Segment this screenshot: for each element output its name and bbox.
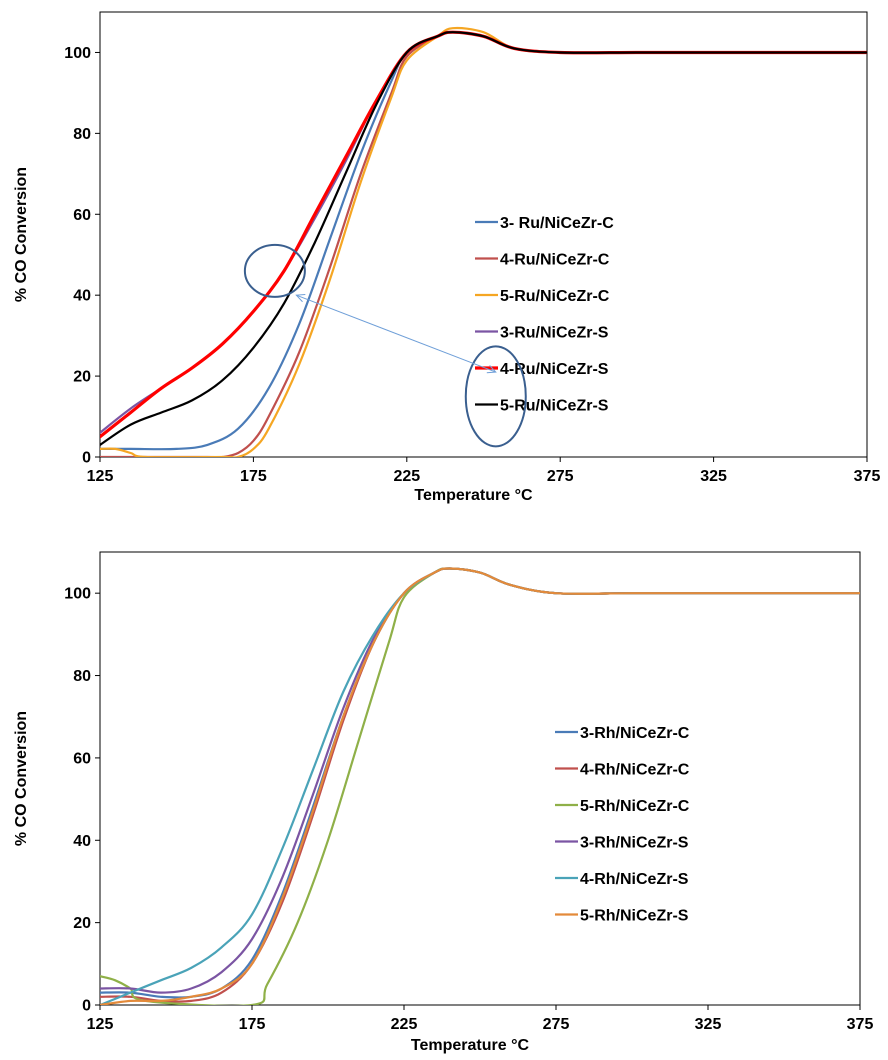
rh-x-tick-label: 125: [87, 1016, 114, 1033]
ru-y-tick-label: 0: [82, 450, 91, 467]
rh-x-axis-title: Temperature °C: [411, 1037, 530, 1054]
ru-x-tick-label: 375: [854, 468, 881, 485]
ru-legend-label: 5-Ru/NiCeZr-C: [500, 288, 610, 305]
rh-legend-label: 5-Rh/NiCeZr-S: [580, 908, 689, 925]
chart-ru-svg: 0 20 40 60 80 100 125 175 225 275 325 375 Temperatur…: [13, 11, 881, 504]
ru-series-line-6: [100, 31, 867, 446]
chart-rh-svg: 0 20 40 60 80 100 125 175 225 275 325 375 Temperatur…: [13, 551, 874, 1054]
ru-x-tick-label: 125: [87, 468, 114, 485]
ru-series-line-4: [100, 31, 867, 434]
ru-legend-label: 4-Ru/NiCeZr-S: [500, 361, 609, 378]
rh-y-tick-label: 20: [73, 915, 91, 932]
rh-y-tick-label: 100: [64, 586, 91, 603]
ru-y-tick-label: 80: [73, 126, 91, 143]
ru-annotation-arrow-tail: [486, 365, 497, 374]
rh-x-tick-label: 275: [543, 1016, 570, 1033]
ru-legend-label: 4-Ru/NiCeZr-C: [500, 252, 610, 269]
ru-legend-label: 3-Ru/NiCeZr-S: [500, 325, 609, 342]
ru-y-tick-label: 100: [64, 45, 91, 62]
rh-x-tick-label: 375: [847, 1016, 874, 1033]
rh-y-tick-label: 60: [73, 750, 91, 767]
ru-series-line-2: [100, 31, 867, 457]
chart-rh: 0 20 40 60 80 100 125 175 225 275 325 375 Temperatur…: [0, 530, 888, 1060]
ru-annotation-arrow-head: [295, 293, 306, 303]
chart-ru: 0 20 40 60 80 100 125 175 225 275 325 375 Temperatur…: [13, 11, 881, 504]
rh-legend-label: 5-Rh/NiCeZr-C: [580, 798, 690, 815]
ru-y-tick-label: 40: [73, 288, 91, 305]
ru-annotation-ellipse: [464, 345, 527, 448]
ru-annotation-ellipse: [243, 243, 306, 298]
rh-legend-label: 3-Rh/NiCeZr-S: [580, 835, 689, 852]
ru-legend-label: 5-Ru/NiCeZr-S: [500, 398, 609, 415]
ru-y-tick-label: 20: [73, 369, 91, 386]
ru-y-axis-title: % CO Conversion: [13, 167, 30, 302]
ru-x-tick-label: 275: [547, 468, 574, 485]
rh-series-line-3: [100, 567, 860, 1005]
ru-x-tick-label: 225: [393, 468, 420, 485]
ru-y-tick-label: 60: [73, 207, 91, 224]
ru-x-tick-label: 325: [700, 468, 727, 485]
rh-series-line-2: [100, 567, 860, 1003]
ru-series-line-3: [100, 26, 867, 457]
rh-legend-label: 4-Rh/NiCeZr-S: [580, 871, 689, 888]
rh-legend-label: 4-Rh/NiCeZr-C: [580, 762, 690, 779]
rh-y-tick-label: 80: [73, 668, 91, 685]
rh-y-tick-label: 40: [73, 833, 91, 850]
rh-series-line-4: [100, 567, 860, 994]
ru-legend-label: 3- Ru/NiCeZr-C: [500, 215, 614, 232]
rh-x-tick-label: 175: [239, 1016, 266, 1033]
rh-y-tick-label: 0: [82, 998, 91, 1015]
rh-legend-label: 3-Rh/NiCeZr-C: [580, 725, 690, 742]
rh-series-line-6: [100, 567, 860, 1005]
rh-series-line-5: [100, 567, 860, 1005]
rh-x-tick-label: 225: [391, 1016, 418, 1033]
ru-x-tick-label: 175: [240, 468, 267, 485]
rh-y-axis-title: % CO Conversion: [13, 711, 30, 846]
rh-plot-area: [99, 551, 861, 1006]
rh-x-tick-label: 325: [695, 1016, 722, 1033]
ru-x-axis-title: Temperature °C: [414, 487, 533, 504]
ru-series-line-5: [100, 30, 867, 439]
ru-annotation-arrow-line: [296, 294, 496, 373]
rh-series-line-1: [100, 567, 860, 999]
ru-plot-area: [99, 11, 868, 458]
